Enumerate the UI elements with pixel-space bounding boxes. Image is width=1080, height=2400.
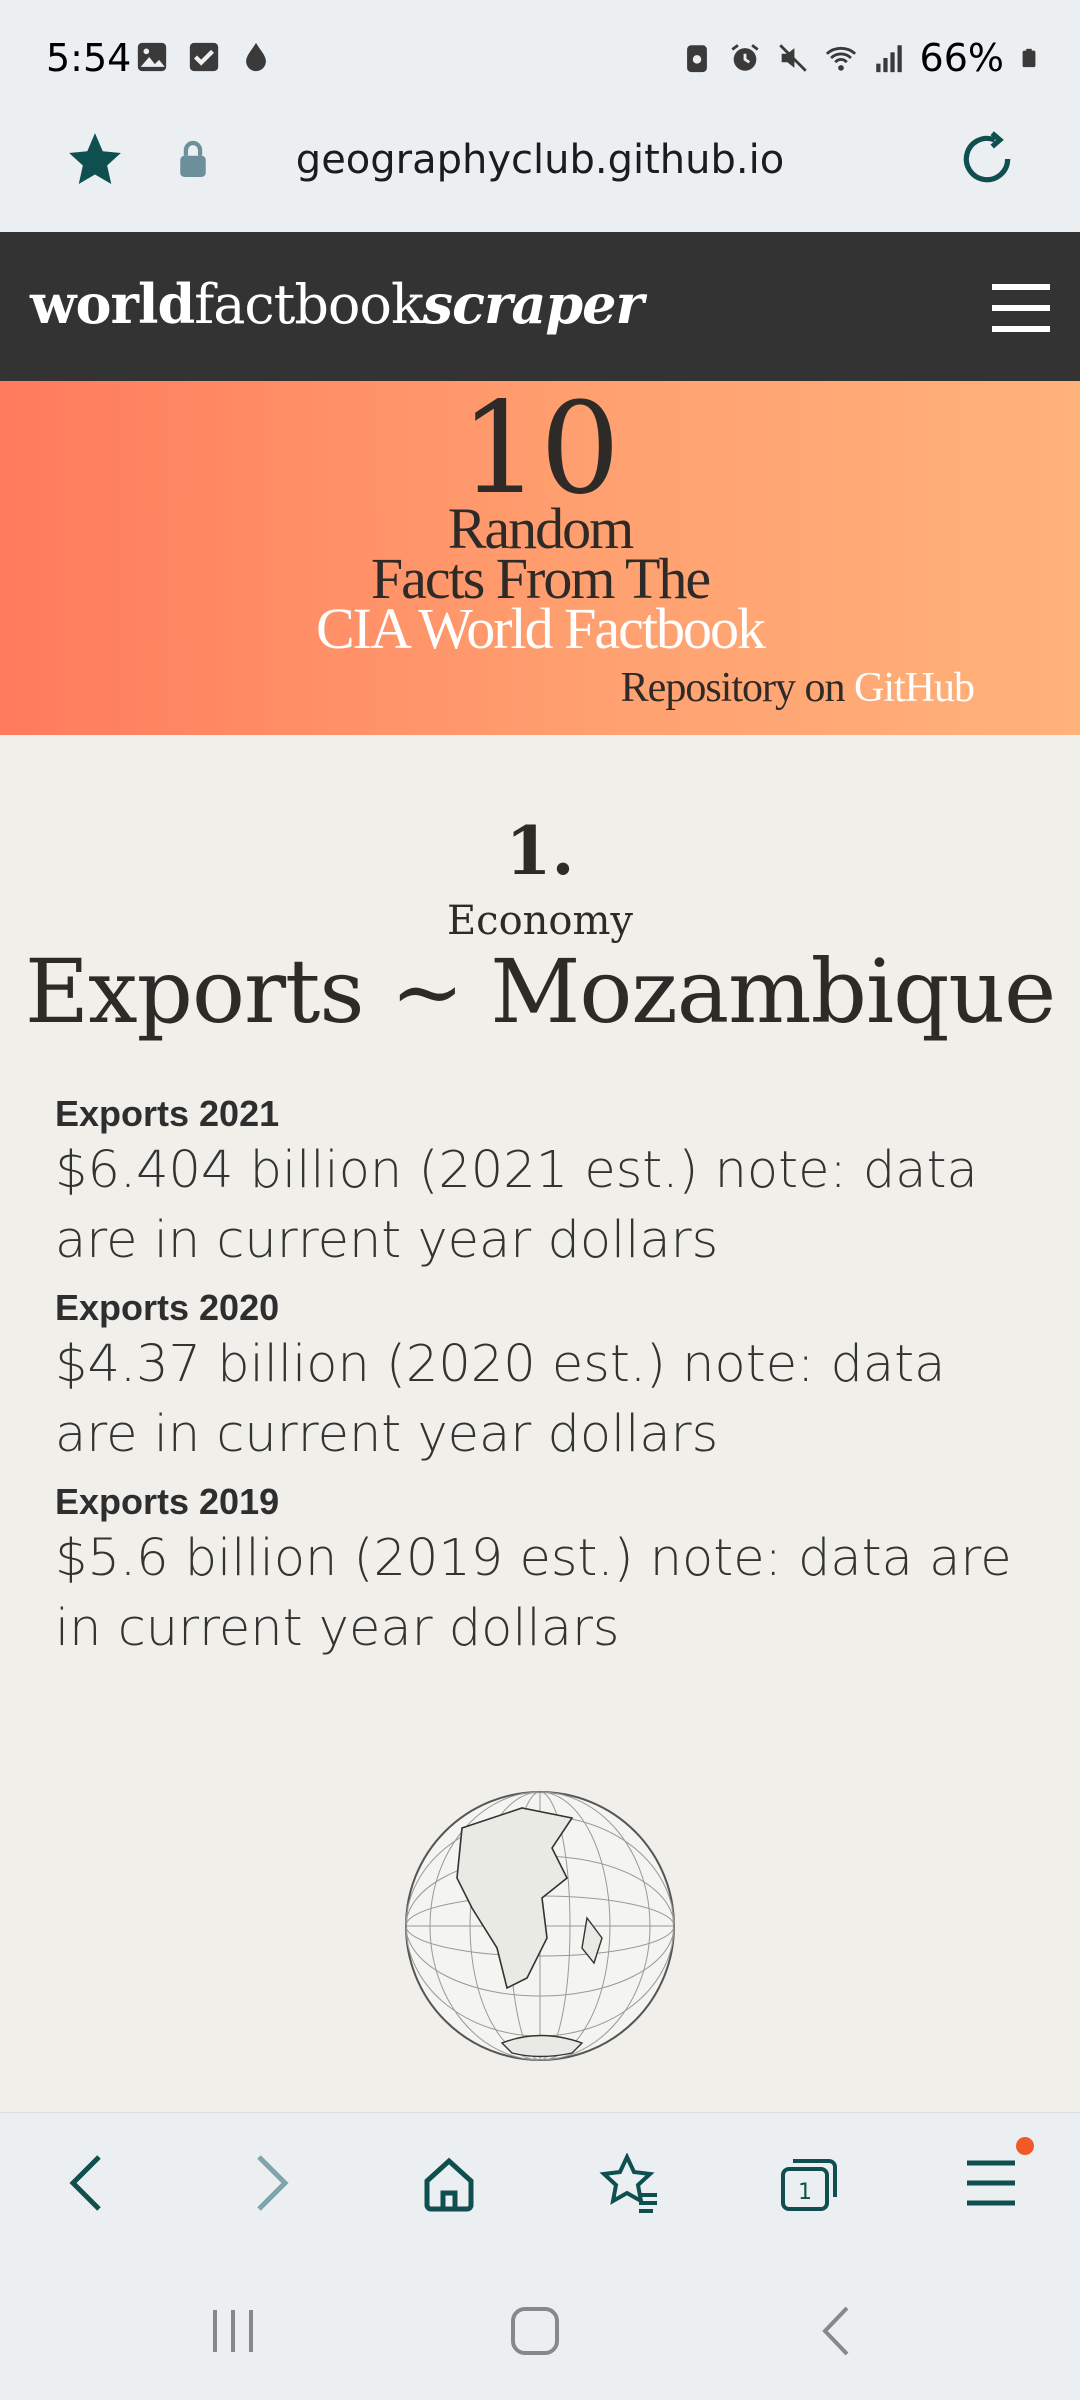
alarm-icon — [730, 44, 759, 71]
repository-link[interactable]: Repository on GitHub — [620, 664, 975, 712]
fact-title: Exports ~ Mozambique — [24, 940, 1056, 1043]
hero-banner — [0, 381, 1080, 735]
entry-value: $4.37 billion (2020 est.) note: data are… — [55, 1335, 946, 1464]
home-system-icon — [511, 2307, 559, 2355]
fact-category: Economy — [446, 898, 634, 944]
status-right: 66% — [680, 36, 1040, 80]
checkbox-icon — [189, 42, 219, 72]
tabs-icon: 1 — [781, 2159, 837, 2211]
tabs-button[interactable]: 1 — [774, 2148, 844, 2218]
back-button[interactable] — [52, 2148, 122, 2218]
lock-icon[interactable] — [176, 140, 210, 180]
signal-icon — [875, 45, 902, 73]
fact-entry: Exports 2020 $4.37 billion (2020 est.) n… — [55, 1286, 1035, 1470]
forward-icon — [257, 2155, 289, 2211]
tabs-count: 1 — [798, 2180, 812, 2205]
reload-icon[interactable] — [956, 128, 1018, 190]
bookmark-star-icon[interactable] — [64, 128, 126, 190]
entry-label: Exports 2021 — [55, 1093, 280, 1134]
url-bar — [0, 118, 1080, 232]
repository-text: Repository on — [620, 665, 854, 711]
fact-number: 1. — [505, 812, 575, 890]
fact-entry: Exports 2019 $5.6 billion (2019 est.) no… — [55, 1480, 1035, 1664]
banner-number: 10 — [459, 375, 621, 522]
site-header — [0, 232, 1080, 381]
forward-button[interactable] — [236, 2148, 306, 2218]
entry-label: Exports 2020 — [55, 1287, 280, 1328]
site-logo[interactable]: worldfactbookscraper — [30, 272, 644, 336]
entry-value: $5.6 billion (2019 est.) note: data are … — [55, 1529, 1012, 1658]
logo-part-factbook: factbook — [194, 273, 423, 336]
home-icon — [424, 2157, 474, 2212]
logo-part-scraper: scraper — [422, 272, 644, 336]
fact-entries: Exports 2021 $6.404 billion (2021 est.) … — [55, 1092, 1035, 1674]
entry-value: $6.404 billion (2021 est.) note: data ar… — [55, 1141, 978, 1270]
banner-line-facts: Facts From The — [370, 546, 711, 611]
menu-icon — [967, 2160, 1015, 2206]
home-button[interactable] — [414, 2148, 484, 2218]
github-link[interactable]: GitHub — [854, 665, 975, 711]
browser-bottom-nav — [0, 2112, 1080, 2248]
menu-button[interactable] — [956, 2148, 1026, 2218]
battery-percent: 66% — [919, 36, 1004, 80]
recent-apps-button[interactable] — [198, 2296, 268, 2366]
entry-label: Exports 2019 — [55, 1481, 280, 1522]
banner-line-random: Random — [447, 496, 635, 561]
hamburger-menu-icon[interactable] — [992, 280, 1050, 336]
fact-entry: Exports 2021 $6.404 billion (2021 est.) … — [55, 1092, 1035, 1276]
back-icon — [69, 2155, 101, 2211]
mute-icon — [778, 44, 807, 72]
globe-icon — [405, 1791, 675, 2061]
drop-icon — [246, 42, 266, 72]
status-left-icons — [135, 40, 273, 74]
notification-dot — [1016, 2137, 1034, 2155]
bookmarks-button[interactable] — [594, 2148, 664, 2218]
banner-line-cia: CIA World Factbook — [315, 596, 766, 661]
url-field[interactable]: geographyclub.github.io — [295, 137, 785, 183]
gallery-icon — [137, 42, 167, 72]
system-nav-bar — [0, 2248, 1080, 2400]
battery-icon — [1022, 48, 1036, 68]
back-system-button[interactable] — [802, 2296, 872, 2366]
recent-apps-icon — [213, 2310, 253, 2352]
home-system-button[interactable] — [500, 2296, 570, 2366]
logo-part-world: world — [30, 272, 195, 336]
wifi-icon — [825, 46, 856, 71]
bookmarks-icon — [599, 2153, 657, 2213]
status-time: 5:54 — [46, 36, 132, 80]
battery-saver-icon — [686, 45, 707, 73]
back-system-icon — [822, 2306, 849, 2356]
